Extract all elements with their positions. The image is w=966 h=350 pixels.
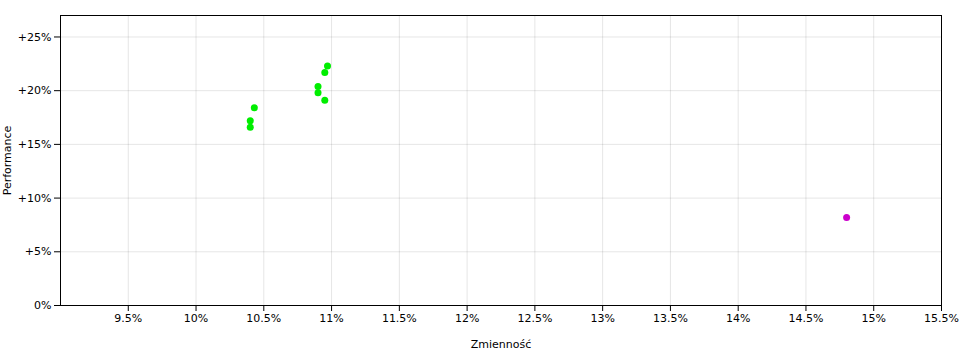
- svg-text:12%: 12%: [455, 312, 479, 325]
- svg-text:12.5%: 12.5%: [517, 312, 552, 325]
- svg-text:10%: 10%: [184, 312, 208, 325]
- svg-text:9.5%: 9.5%: [114, 312, 142, 325]
- svg-text:+10%: +10%: [18, 192, 52, 205]
- svg-text:Zmienność: Zmienność: [471, 338, 532, 350]
- svg-text:14%: 14%: [726, 312, 750, 325]
- svg-text:13.5%: 13.5%: [653, 312, 688, 325]
- svg-text:13%: 13%: [590, 312, 614, 325]
- svg-text:0%: 0%: [34, 299, 51, 312]
- svg-text:+20%: +20%: [18, 84, 52, 97]
- svg-text:15%: 15%: [862, 312, 886, 325]
- svg-text:15.5%: 15.5%: [924, 312, 959, 325]
- svg-text:+15%: +15%: [18, 138, 52, 151]
- svg-text:11%: 11%: [319, 312, 343, 325]
- svg-text:+25%: +25%: [18, 31, 52, 44]
- svg-text:14.5%: 14.5%: [788, 312, 823, 325]
- svg-text:+5%: +5%: [25, 245, 52, 258]
- svg-text:11.5%: 11.5%: [382, 312, 417, 325]
- svg-text:10.5%: 10.5%: [246, 312, 281, 325]
- svg-text:Performance: Performance: [1, 125, 14, 195]
